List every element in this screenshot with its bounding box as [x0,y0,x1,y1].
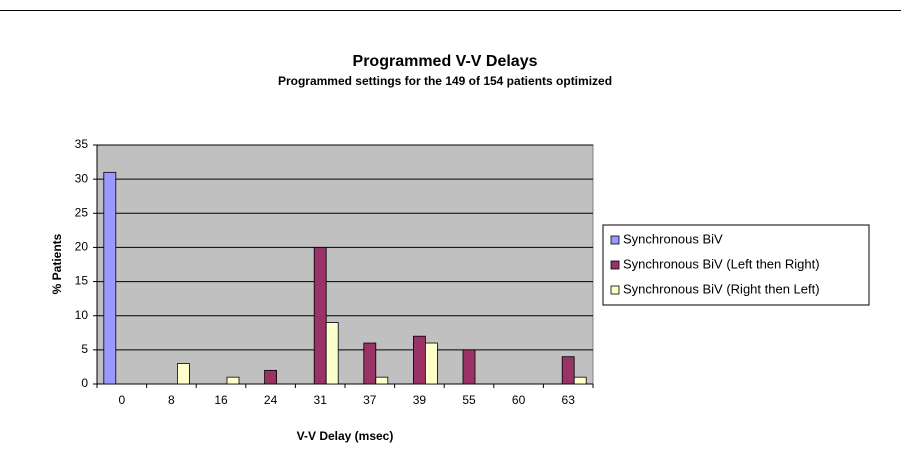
y-tick-label: 15 [75,274,89,288]
y-tick-label: 30 [75,171,89,185]
bar [103,171,117,385]
x-tick-label: 39 [413,393,427,407]
bar [424,342,438,385]
bar [226,376,240,385]
y-tick-label: 5 [81,342,88,356]
legend-swatch [610,260,620,270]
bar [573,376,587,385]
x-tick-label: 16 [214,393,228,407]
legend-label: Synchronous BiV (Left then Right) [623,256,820,271]
x-tick-label: 60 [512,393,526,407]
y-tick-label: 10 [75,308,89,322]
x-tick-label: 37 [363,393,377,407]
x-axis-title: V-V Delay (msec) [297,429,394,443]
legend-label: Synchronous BiV [623,231,723,246]
x-tick-label: 63 [562,393,576,407]
legend-swatch [610,235,620,245]
legend [602,224,870,306]
bar [561,356,575,385]
bar [325,322,339,385]
bar [176,363,190,385]
x-tick-label: 8 [168,393,175,407]
plot-area [96,144,594,385]
chart-subtitle: Programmed settings for the 149 of 154 p… [278,74,612,88]
y-tick-label: 20 [75,240,89,254]
bar [313,247,327,385]
x-tick-label: 24 [264,393,278,407]
y-axis-title: % Patients [50,233,64,294]
chart-title: Programmed V-V Delays [353,53,538,70]
bar [375,376,389,385]
y-tick-label: 35 [75,137,89,151]
bar [264,369,278,385]
y-tick-label: 0 [81,376,88,390]
y-tick-label: 25 [75,205,89,219]
bar [412,335,426,385]
bar [363,342,377,385]
legend-label: Synchronous BiV (Right then Left) [623,281,820,296]
x-tick-label: 31 [314,393,328,407]
legend-swatch [610,285,620,295]
x-tick-label: 55 [462,393,476,407]
x-tick-label: 0 [118,393,125,407]
bar [462,349,476,385]
